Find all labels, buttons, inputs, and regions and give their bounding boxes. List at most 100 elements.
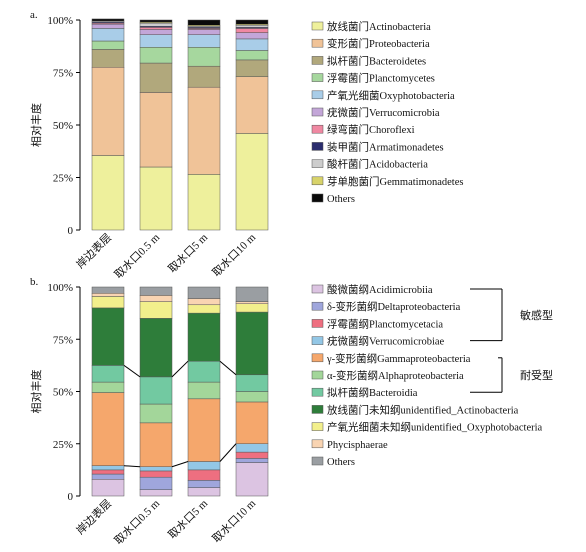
legend-swatch <box>311 439 324 449</box>
legend-entry: 酸微菌纲Acidimicrobiia <box>327 283 433 296</box>
bar-segment <box>235 443 269 453</box>
legend-swatch <box>311 90 324 100</box>
y-tick-label: 0 <box>68 225 74 237</box>
bar-segment <box>139 470 173 478</box>
legend-swatch <box>311 422 324 431</box>
group-label: 敏感型 <box>520 308 553 322</box>
legend-swatch <box>311 142 324 151</box>
bar-segment <box>187 461 221 471</box>
bar-segment <box>139 403 173 424</box>
connector-line <box>219 360 237 376</box>
bar-segment <box>91 18 125 22</box>
x-tick-label: 取水口5 m <box>166 497 211 542</box>
legend-entry: 疣微菌门Verrucomicrobia <box>327 106 440 119</box>
bar-segment <box>91 465 125 471</box>
bar-segment <box>139 29 173 35</box>
legend-entry: 酸杆菌门Acidobacteria <box>327 158 428 171</box>
panel-label: b. <box>30 276 39 288</box>
x-tick-label: 取水口0.5 m <box>112 497 163 548</box>
bar-segment <box>91 28 125 42</box>
x-tick-label: 取水口0.5 m <box>112 231 163 282</box>
bar-segment <box>235 286 269 302</box>
y-tick-label: 75% <box>53 334 73 346</box>
legend-swatch <box>311 56 324 65</box>
bar-segment <box>187 47 221 67</box>
legend-entry: 拟杆菌纲Bacteroidia <box>327 386 418 399</box>
y-tick-label: 100% <box>47 282 73 294</box>
bar-segment <box>235 133 269 231</box>
bar-segment <box>139 376 173 405</box>
legend-entry: 浮霉菌门Planctomycetes <box>327 72 435 85</box>
legend-entry: α-变形菌纲Alphaproteobacteria <box>327 369 464 382</box>
bar-segment <box>139 27 173 30</box>
legend-entry: 产氧光细菌未知纲unidentified_Oxyphotobacteria <box>327 421 543 434</box>
y-tick-label: 75% <box>53 68 73 80</box>
legend-entry: 变形菌门Proteobacteria <box>327 37 430 50</box>
bar-segment <box>235 50 269 61</box>
y-tick-label: 100% <box>47 15 73 27</box>
bar-segment <box>139 62 173 93</box>
bar-segment <box>91 155 125 231</box>
bar-segment <box>139 301 173 319</box>
legend-swatch <box>311 73 324 82</box>
bar-segment <box>139 295 173 302</box>
bar-segment <box>91 286 125 294</box>
legend-swatch <box>311 284 324 294</box>
bar-segment <box>187 480 221 488</box>
bar-segment <box>187 298 221 306</box>
x-tick-label: 岸边表层 <box>73 230 114 271</box>
bar-segment <box>187 65 221 88</box>
legend-swatch <box>311 387 324 397</box>
bar-segment <box>187 360 221 383</box>
bar-segment <box>235 32 269 40</box>
bar-segment <box>187 469 221 481</box>
bar-segment <box>139 19 173 23</box>
bar-segment <box>91 23 125 29</box>
legend: 放线菌门Actinobacteria 变形菌门Proteobacteria 拟杆菌门… <box>311 20 463 205</box>
bar-segment <box>187 34 221 48</box>
legend-swatch <box>311 159 324 168</box>
legend-entry: 浮霉菌纲Planctomycetacia <box>327 317 443 330</box>
y-axis-label: 相对丰度 <box>29 103 43 147</box>
bar-segment <box>139 34 173 48</box>
bar-segment <box>91 469 125 475</box>
legend-entry: γ-变形菌纲Gammaproteobacteria <box>326 352 471 365</box>
connector-line <box>171 461 189 468</box>
legend-entry: δ-变形菌纲Deltaproteobacteria <box>327 300 461 313</box>
bar-segment <box>235 311 269 376</box>
bar-segment <box>235 76 269 134</box>
bar-segment <box>91 392 125 466</box>
legend-swatch <box>311 405 324 414</box>
bar-segment <box>235 25 269 28</box>
legend-swatch <box>311 456 324 466</box>
bar-segment <box>139 318 173 378</box>
bar-segment <box>139 92 173 168</box>
bar-segment <box>187 487 221 497</box>
legend-swatch <box>311 319 324 328</box>
bar-segment <box>91 67 125 156</box>
group-bracket: 敏感型 <box>470 288 553 342</box>
bar-segment <box>235 38 269 51</box>
bar-segment <box>139 422 173 467</box>
legend-entry: 装甲菌门Armatimonadetes <box>327 140 444 153</box>
legend-entry: 拟杆菌门Bacteroidetes <box>327 54 426 67</box>
group-bracket: 耐受型 <box>470 357 553 393</box>
y-tick-label: 0 <box>68 491 74 503</box>
y-axis-label: 相对丰度 <box>29 370 43 414</box>
bar-segment <box>235 462 269 497</box>
x-tick-label: 取水口10 m <box>210 497 259 546</box>
legend-entry: 产氧光细菌Oxyphotobacteria <box>327 89 455 102</box>
group-label: 耐受型 <box>520 368 553 382</box>
bar-segment <box>235 401 269 445</box>
legend-entry: Phycisphaerae <box>327 440 388 451</box>
legend: 酸微菌纲Acidimicrobiia δ-变形菌纲Deltaproteobacte… <box>311 283 553 468</box>
bar-segment <box>187 19 221 26</box>
bar-segment <box>235 451 269 459</box>
legend-swatch <box>311 107 324 117</box>
bar-segment <box>91 293 125 297</box>
legend-swatch <box>311 336 324 345</box>
bar-segment <box>235 391 269 403</box>
bar-segment <box>235 374 269 392</box>
bar-segment <box>187 29 221 35</box>
